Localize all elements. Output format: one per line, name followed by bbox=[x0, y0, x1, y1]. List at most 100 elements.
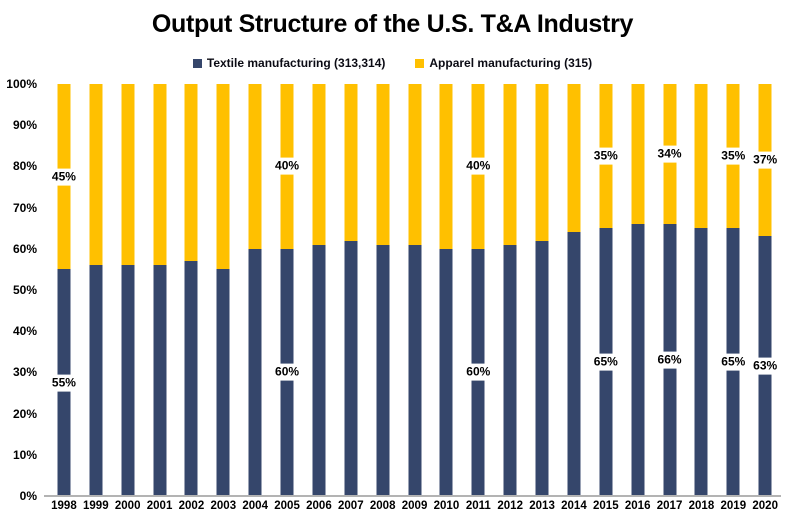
apparel-segment bbox=[153, 84, 167, 266]
stacked-bar bbox=[503, 84, 517, 496]
x-tick-label: 2011 bbox=[465, 500, 491, 512]
data-label-textile: 65% bbox=[591, 353, 620, 371]
bar-column-2007 bbox=[335, 84, 367, 496]
textile-segment bbox=[216, 269, 230, 496]
apparel-segment bbox=[535, 84, 549, 241]
textile-segment bbox=[408, 244, 422, 496]
bar-column-2016 bbox=[622, 84, 654, 496]
y-tick-label: 30% bbox=[12, 365, 37, 380]
bar-column-2002 bbox=[176, 84, 208, 496]
x-tick-label: 1999 bbox=[83, 500, 109, 512]
stacked-bar bbox=[89, 84, 103, 496]
bar-column-2010 bbox=[431, 84, 463, 496]
y-tick-label: 100% bbox=[6, 77, 37, 91]
textile-swatch-icon bbox=[192, 58, 202, 68]
bar-column-2020: 63% 37% bbox=[749, 84, 781, 496]
y-tick-label: 50% bbox=[12, 283, 37, 297]
x-tick-label: 2012 bbox=[497, 500, 523, 512]
bar-column-2013 bbox=[526, 84, 558, 496]
stacked-bar bbox=[216, 84, 230, 496]
textile-segment bbox=[694, 228, 708, 496]
apparel-segment bbox=[248, 84, 262, 249]
stacked-bar bbox=[631, 84, 645, 496]
x-tick-label: 2020 bbox=[752, 500, 778, 512]
textile-segment bbox=[439, 248, 453, 496]
textile-segment bbox=[312, 244, 326, 496]
stacked-bar bbox=[758, 84, 772, 496]
data-label-apparel: 34% bbox=[655, 145, 684, 163]
bar-column-2019: 65% 35% bbox=[717, 84, 749, 496]
bar-column-2012 bbox=[494, 84, 526, 496]
data-label-textile: 65% bbox=[719, 353, 748, 371]
textile-segment bbox=[631, 224, 645, 496]
stacked-bar bbox=[726, 84, 740, 496]
bar-column-2011: 60% 40% bbox=[462, 84, 494, 496]
textile-segment bbox=[248, 248, 262, 496]
legend: Textile manufacturing (313,314) Apparel … bbox=[0, 56, 785, 70]
data-label-textile: 55% bbox=[49, 374, 78, 392]
apparel-swatch-icon bbox=[415, 58, 425, 68]
y-tick-label: 20% bbox=[12, 406, 37, 421]
x-tick-label: 2017 bbox=[656, 500, 683, 512]
bar-column-2000 bbox=[112, 84, 144, 496]
apparel-segment bbox=[408, 84, 422, 245]
bar-column-1999 bbox=[80, 84, 112, 496]
bars-area: 55% 45% 60% 40% 60% 40% 65% 35% 66% 34% 65% 35% 63% 3… bbox=[48, 84, 781, 496]
textile-segment bbox=[121, 265, 135, 496]
y-axis-labels: 0% 10% 20% 30% 40% 50% 60% 70% 80% 90% 100% bbox=[0, 78, 44, 502]
legend-item-textile: Textile manufacturing (313,314) bbox=[192, 56, 386, 70]
bar-column-2003 bbox=[207, 84, 239, 496]
data-label-textile: 63% bbox=[751, 357, 780, 375]
apparel-segment bbox=[376, 84, 390, 245]
x-tick-label: 2015 bbox=[593, 500, 619, 512]
stacked-bar bbox=[599, 84, 613, 496]
x-tick-label: 2008 bbox=[369, 500, 396, 512]
textile-segment bbox=[184, 261, 198, 496]
x-tick-label: 2003 bbox=[210, 500, 237, 512]
textile-segment bbox=[344, 240, 358, 496]
x-tick-label: 2016 bbox=[624, 500, 651, 512]
y-tick-label: 80% bbox=[12, 159, 37, 174]
x-tick-label: 2010 bbox=[433, 500, 460, 512]
x-tick-label: 2014 bbox=[561, 500, 587, 512]
legend-label-apparel: Apparel manufacturing (315) bbox=[429, 56, 593, 70]
plot-area: 0% 10% 20% 30% 40% 50% 60% 70% 80% 90% 100% 55% 45%… bbox=[0, 78, 785, 502]
bar-column-1998: 55% 45% bbox=[48, 84, 80, 496]
y-tick-label: 90% bbox=[12, 118, 37, 133]
bar-column-2005: 60% 40% bbox=[271, 84, 303, 496]
x-tick-label: 1998 bbox=[51, 500, 77, 512]
data-label-textile: 60% bbox=[464, 363, 493, 381]
bar-column-2008 bbox=[367, 84, 399, 496]
data-label-apparel: 40% bbox=[273, 157, 302, 175]
legend-label-textile: Textile manufacturing (313,314) bbox=[206, 56, 386, 70]
apparel-segment bbox=[216, 84, 230, 270]
bar-column-2004 bbox=[239, 84, 271, 496]
bar-column-2001 bbox=[144, 84, 176, 496]
x-tick-label: 2013 bbox=[529, 500, 555, 512]
bar-column-2014 bbox=[558, 84, 590, 496]
textile-segment bbox=[503, 244, 517, 496]
x-tick-label: 2009 bbox=[401, 500, 428, 512]
chart-title: Output Structure of the U.S. T&A Industr… bbox=[151, 10, 634, 38]
y-tick-label: 60% bbox=[12, 241, 37, 256]
stacked-bar bbox=[280, 84, 294, 496]
apparel-segment bbox=[631, 84, 645, 225]
data-label-textile: 60% bbox=[273, 363, 302, 381]
data-label-apparel: 37% bbox=[751, 151, 780, 169]
bar-column-2006 bbox=[303, 84, 335, 496]
apparel-segment bbox=[503, 84, 517, 245]
x-tick-label: 2019 bbox=[720, 500, 747, 512]
stacked-bar bbox=[184, 84, 198, 496]
data-label-apparel: 45% bbox=[49, 168, 78, 186]
stacked-bar bbox=[439, 84, 453, 496]
apparel-segment bbox=[567, 84, 581, 233]
textile-segment bbox=[535, 240, 549, 496]
x-tick-label: 2004 bbox=[242, 500, 268, 512]
x-tick-label: 2018 bbox=[688, 500, 715, 512]
data-label-textile: 66% bbox=[655, 351, 684, 369]
stacked-bar bbox=[312, 84, 326, 496]
bar-column-2009 bbox=[399, 84, 431, 496]
stacked-bar bbox=[153, 84, 167, 496]
y-tick-label: 40% bbox=[12, 324, 37, 339]
stacked-bar bbox=[121, 84, 135, 496]
